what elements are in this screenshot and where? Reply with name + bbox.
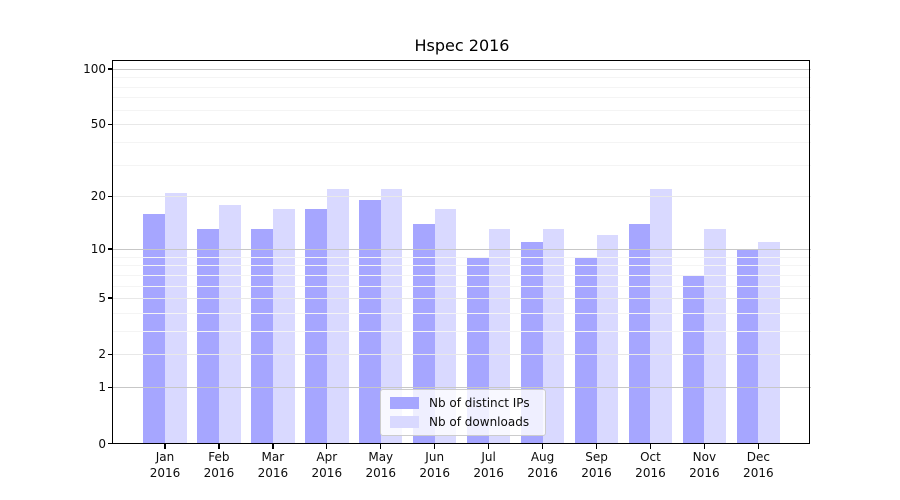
x-tick-label: Feb 2016 (203, 450, 235, 480)
y-tick-label: 5 (98, 291, 106, 306)
legend-swatch-downloads (390, 416, 419, 428)
chart-title: Hspec 2016 (414, 36, 510, 55)
x-tick-label: Sep 2016 (581, 450, 612, 480)
bar-downloads (758, 241, 781, 444)
y-tick-mark (108, 68, 113, 70)
y-tick-label: 2 (98, 347, 106, 362)
axes-spines (112, 60, 810, 444)
x-tick-label-year: 2016 (689, 465, 720, 480)
x-tick-label: May 2016 (365, 450, 397, 480)
x-tick-mark (649, 444, 652, 449)
x-tick-mark (595, 444, 598, 449)
bar-downloads (542, 229, 565, 444)
bar-distinct-ips (413, 223, 435, 444)
bar-distinct-ips (682, 274, 705, 444)
x-tick-mark (164, 444, 166, 449)
x-tick-mark (326, 444, 328, 449)
legend-label-distinct-ips: Nb of distinct IPs (429, 396, 530, 410)
legend-item-downloads: Nb of downloads (390, 415, 536, 429)
y-tick-mark (108, 248, 113, 250)
x-tick-mark (757, 444, 759, 449)
x-tick-label-year: 2016 (635, 465, 666, 480)
x-tick-label-year: 2016 (581, 465, 612, 480)
y-tick-mark (108, 386, 113, 388)
bar-distinct-ips (359, 200, 381, 444)
bar-downloads (380, 188, 403, 444)
x-tick-label: Jan 2016 (149, 450, 181, 480)
bar-downloads (272, 208, 295, 444)
legend-swatch-distinct-ips (390, 397, 419, 409)
x-tick-label: Dec 2016 (743, 450, 774, 480)
x-tick-mark (541, 444, 544, 449)
bar-downloads (218, 204, 241, 444)
x-tick-label-year: 2016 (473, 465, 504, 480)
bar-distinct-ips (574, 256, 597, 444)
x-tick-mark (380, 444, 382, 449)
x-tick-label: Mar 2016 (257, 450, 289, 480)
y-tick-label: 10 (90, 241, 106, 256)
bar-downloads (326, 188, 349, 444)
bar-distinct-ips (143, 213, 165, 444)
y-tick-label: 50 (90, 117, 106, 132)
bar-distinct-ips (251, 229, 273, 444)
x-tick-mark (487, 444, 490, 449)
x-tick-label-year: 2016 (527, 465, 558, 480)
y-tick-label: 100 (83, 61, 106, 76)
x-tick-label-year: 2016 (743, 465, 774, 480)
x-tick-label-year: 2016 (311, 465, 343, 480)
bar-downloads (434, 208, 457, 444)
legend-item-distinct-ips: Nb of distinct IPs (390, 396, 536, 410)
legend: Nb of distinct IPs Nb of downloads (380, 389, 546, 436)
x-tick-label: Aug 2016 (527, 450, 558, 480)
bar-downloads (165, 192, 187, 444)
x-tick-label-year: 2016 (419, 465, 450, 480)
bar-downloads (704, 229, 727, 444)
x-tick-label: Jul 2016 (473, 450, 504, 480)
bar-distinct-ips (628, 223, 651, 444)
x-tick-label: Jun 2016 (419, 450, 450, 480)
bar-distinct-ips (305, 208, 327, 444)
y-tick-mark (108, 297, 113, 299)
x-tick-label: Apr 2016 (311, 450, 343, 480)
bar-distinct-ips (197, 229, 219, 444)
x-tick-label: Nov 2016 (689, 450, 720, 480)
x-tick-label-year: 2016 (149, 465, 181, 480)
x-tick-mark (272, 444, 274, 449)
legend-label-downloads: Nb of downloads (429, 415, 530, 429)
bar-downloads (650, 188, 673, 444)
x-tick-label-year: 2016 (203, 465, 235, 480)
x-tick-label-year: 2016 (365, 465, 397, 480)
x-tick-mark (703, 444, 706, 449)
x-tick-label-year: 2016 (257, 465, 289, 480)
bar-downloads (596, 235, 619, 444)
y-tick-label: 1 (98, 380, 106, 395)
y-tick-mark (108, 195, 113, 198)
x-tick-mark (218, 444, 220, 449)
y-tick-label: 20 (90, 189, 106, 204)
y-tick-mark (108, 123, 113, 125)
y-tick-mark (108, 353, 113, 355)
x-tick-label: Oct 2016 (635, 450, 666, 480)
x-tick-mark (434, 444, 436, 449)
bar-distinct-ips (736, 248, 759, 444)
y-tick-label: 0 (98, 436, 106, 451)
y-tick-mark (108, 442, 113, 445)
